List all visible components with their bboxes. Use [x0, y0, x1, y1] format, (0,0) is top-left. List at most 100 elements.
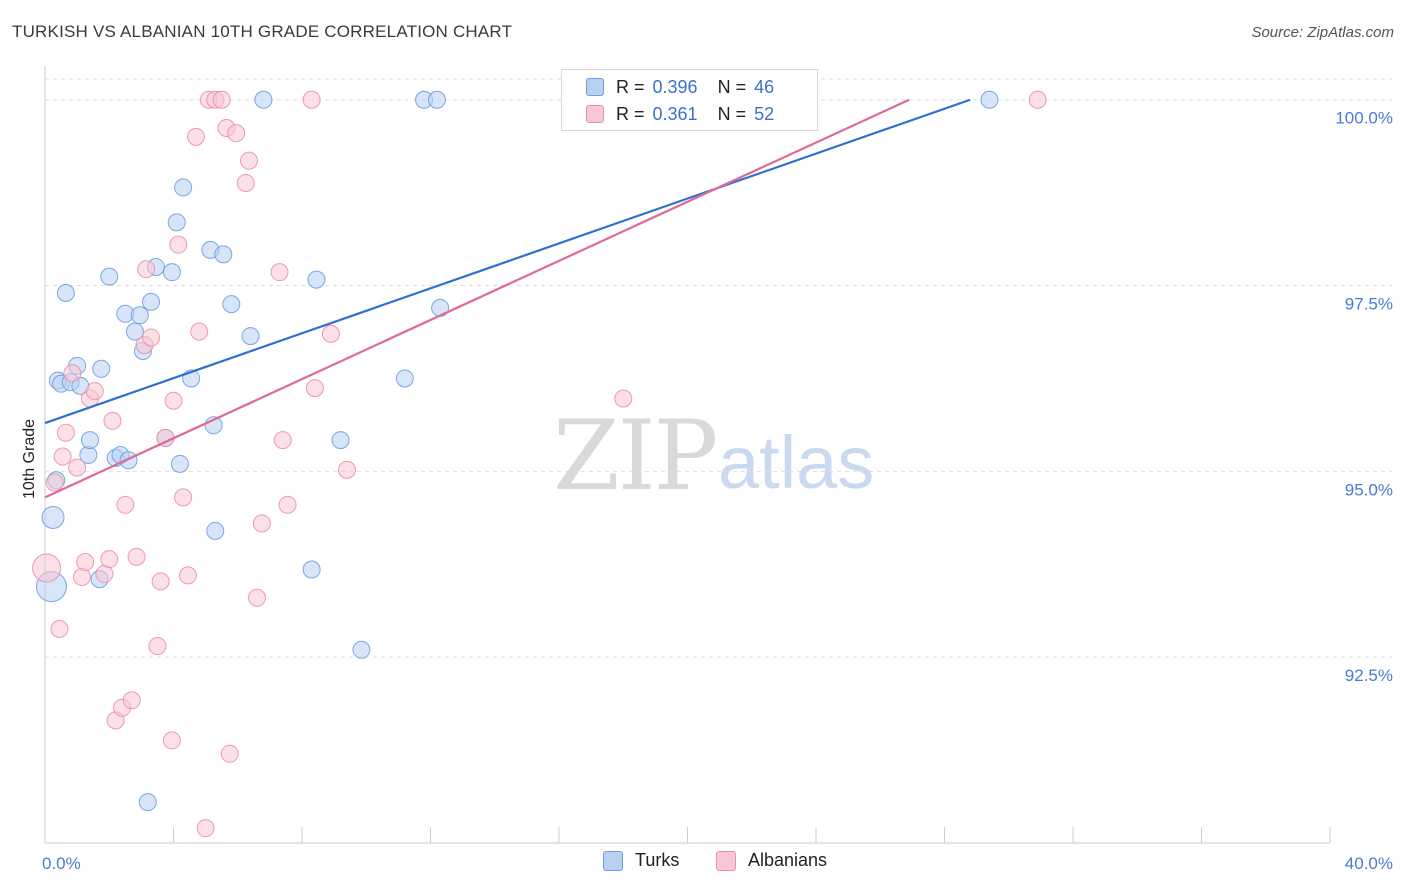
albanians-point — [273, 431, 292, 450]
watermark-atlas: atlas — [718, 421, 875, 504]
albanians-point — [236, 173, 255, 192]
turks-point — [352, 640, 371, 659]
turks-point — [142, 292, 161, 311]
albanians-point — [53, 447, 72, 466]
turks-point — [302, 560, 321, 579]
albanians-point — [239, 151, 258, 170]
albanians-point — [1028, 90, 1047, 109]
y-tick-label: 97.5% — [1345, 295, 1393, 314]
albanians-trend-line — [44, 98, 910, 499]
turks-point — [125, 322, 144, 341]
albanians-point — [278, 495, 297, 514]
albanians-point — [337, 460, 356, 479]
albanians-point — [142, 328, 161, 347]
r-label: R = — [616, 76, 645, 97]
albanians-legend-swatch — [716, 850, 736, 871]
trend-lines — [44, 98, 971, 499]
albanians-point — [169, 235, 188, 254]
albanians-point — [50, 619, 69, 638]
legend-row-turks: R = 0.396 N = 46 — [586, 74, 774, 100]
data-points — [32, 90, 1047, 838]
turks-point — [214, 245, 233, 264]
stats-legend: R = 0.396 N = 46 R = 0.361 N = 52 — [561, 69, 818, 131]
turks-point — [254, 90, 273, 109]
turks-point — [980, 90, 999, 109]
albanians-point — [76, 553, 95, 572]
legend-item-turks[interactable]: Turks — [603, 850, 679, 871]
albanians-point — [151, 572, 170, 591]
albanians-point — [85, 382, 104, 401]
albanians-point — [252, 514, 271, 533]
n-label: N = — [717, 76, 747, 97]
albanians-point — [137, 260, 156, 279]
turks-point — [395, 369, 414, 388]
legend-label-turks: Turks — [635, 850, 680, 870]
legend-row-albanians: R = 0.361 N = 52 — [586, 101, 774, 127]
turks-point — [56, 283, 75, 302]
y-axis-title: 10th Grade — [21, 419, 38, 499]
y-tick-label: 95.0% — [1345, 480, 1393, 499]
albanians-point — [103, 411, 122, 430]
source-label: Source: ZipAtlas.com — [1251, 24, 1394, 41]
legend-item-albanians[interactable]: Albanians — [716, 850, 827, 871]
albanians-point — [127, 547, 146, 566]
albanians-point — [116, 495, 135, 514]
albanians-point — [186, 127, 205, 146]
albanians-point — [196, 819, 215, 838]
r-value: 0.361 — [652, 103, 698, 124]
albanians-swatch — [586, 105, 604, 123]
turks-point — [162, 263, 181, 282]
turks-point — [92, 359, 111, 378]
albanians-point — [100, 550, 119, 569]
albanians-point — [227, 124, 246, 143]
chart-title: TURKISH VS ALBANIAN 10TH GRADE CORRELATI… — [12, 22, 513, 41]
turks-point — [206, 521, 225, 540]
albanians-point — [72, 567, 91, 586]
albanians-point — [162, 731, 181, 750]
watermark-zip: ZIP — [553, 400, 718, 512]
turks-point — [427, 90, 446, 109]
r-label: R = — [616, 103, 645, 124]
turks-point — [119, 451, 138, 470]
turks-point — [307, 270, 326, 289]
albanians-point — [45, 473, 64, 492]
turks-point — [174, 178, 193, 197]
albanians-point — [212, 90, 231, 109]
albanians-point — [248, 588, 267, 607]
turks-point — [41, 505, 65, 529]
legend-label-albanians: Albanians — [748, 850, 828, 870]
albanians-point — [122, 691, 141, 710]
albanians-point — [32, 553, 62, 583]
turks-point — [222, 295, 241, 314]
axes — [44, 66, 1331, 844]
turks-point — [241, 327, 260, 346]
n-label: N = — [717, 103, 747, 124]
albanians-point — [68, 458, 87, 477]
turks-legend-swatch — [603, 850, 623, 871]
turks-point — [167, 213, 186, 232]
albanians-point — [56, 423, 75, 442]
turks-point — [130, 306, 149, 325]
x-tick-label: 40.0% — [1345, 854, 1393, 873]
n-value: 52 — [754, 103, 775, 124]
albanians-point — [63, 364, 82, 383]
albanians-point — [270, 263, 289, 282]
y-tick-label: 100.0% — [1335, 109, 1393, 128]
turks-point — [170, 454, 189, 473]
albanians-point — [174, 488, 193, 507]
n-value: 46 — [754, 76, 775, 97]
y-tick-label: 92.5% — [1345, 666, 1393, 685]
albanians-point — [178, 566, 197, 585]
albanians-point — [614, 389, 633, 408]
albanians-point — [305, 379, 324, 398]
tick-labels: 100.0% 97.5% 95.0% 92.5% 0.0% 40.0% — [42, 109, 1393, 873]
x-tick-label: 0.0% — [42, 854, 81, 873]
turks-point — [80, 431, 99, 450]
turks-swatch — [586, 78, 604, 96]
r-value: 0.396 — [652, 76, 698, 97]
turks-trend-line — [44, 98, 971, 425]
turks-point — [100, 267, 119, 286]
turks-point — [138, 793, 157, 812]
turks-point — [331, 431, 350, 450]
